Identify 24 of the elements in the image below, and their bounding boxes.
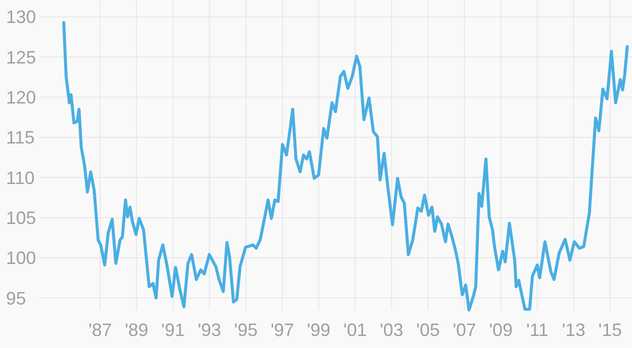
x-tick-label: '93 [198, 320, 222, 340]
x-tick-label: '15 [598, 320, 622, 340]
x-tick-label: '97 [270, 320, 294, 340]
x-tick-label: '01 [343, 320, 367, 340]
x-tick-label: '05 [416, 320, 440, 340]
x-tick-label: '07 [452, 320, 476, 340]
x-tick-label: '99 [307, 320, 330, 340]
x-tick-label: '11 [526, 320, 548, 340]
line-series [62, 20, 629, 312]
y-tick-label: 120 [6, 87, 36, 108]
y-tick-label: 95 [6, 288, 26, 308]
x-tick-label: '03 [380, 320, 404, 340]
x-tick-label: '87 [88, 320, 112, 340]
x-tick-label: '95 [234, 320, 258, 340]
y-tick-label: 100 [6, 248, 36, 268]
y-tick-label: 110 [6, 168, 35, 188]
y-tick-label: 105 [6, 208, 36, 228]
x-tick-label: '89 [124, 320, 148, 340]
y-tick-label: 130 [6, 7, 36, 28]
x-tick-label: '91 [161, 320, 185, 340]
x-tick-label: '13 [562, 320, 586, 340]
y-tick-label: 125 [6, 47, 36, 68]
x-tick-label: '09 [489, 320, 513, 340]
y-tick-label: 115 [6, 128, 35, 148]
